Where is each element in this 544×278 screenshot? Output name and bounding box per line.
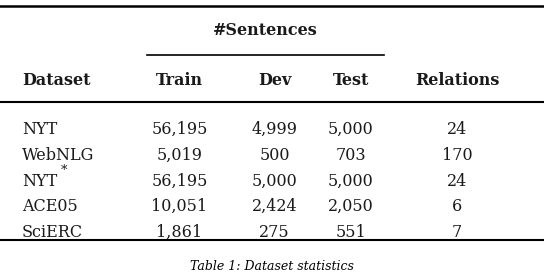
Text: Dev: Dev (258, 72, 292, 89)
Text: *: * (61, 163, 67, 177)
Text: 5,000: 5,000 (328, 121, 374, 138)
Text: 2,050: 2,050 (328, 198, 374, 215)
Text: Test: Test (333, 72, 369, 89)
Text: SciERC: SciERC (22, 224, 83, 241)
Text: 56,195: 56,195 (151, 173, 208, 190)
Text: 24: 24 (447, 121, 467, 138)
Text: 7: 7 (452, 224, 462, 241)
Text: 500: 500 (259, 147, 290, 164)
Text: 5,019: 5,019 (157, 147, 202, 164)
Text: 551: 551 (336, 224, 366, 241)
Text: NYT: NYT (22, 121, 57, 138)
Text: 5,000: 5,000 (328, 173, 374, 190)
Text: 56,195: 56,195 (151, 121, 208, 138)
Text: 5,000: 5,000 (252, 173, 298, 190)
Text: ACE05: ACE05 (22, 198, 77, 215)
Text: 275: 275 (259, 224, 290, 241)
Text: 4,999: 4,999 (252, 121, 298, 138)
Text: #Sentences: #Sentences (213, 22, 318, 39)
Text: NYT: NYT (22, 173, 57, 190)
Text: 10,051: 10,051 (151, 198, 208, 215)
Text: 1,861: 1,861 (157, 224, 202, 241)
Text: WebNLG: WebNLG (22, 147, 94, 164)
Text: Table 1: Dataset statistics: Table 1: Dataset statistics (190, 260, 354, 273)
Text: Dataset: Dataset (22, 72, 90, 89)
Text: 703: 703 (336, 147, 366, 164)
Text: 24: 24 (447, 173, 467, 190)
Text: 2,424: 2,424 (252, 198, 298, 215)
Text: 170: 170 (442, 147, 472, 164)
Text: 6: 6 (452, 198, 462, 215)
Text: Train: Train (156, 72, 203, 89)
Text: Relations: Relations (415, 72, 499, 89)
